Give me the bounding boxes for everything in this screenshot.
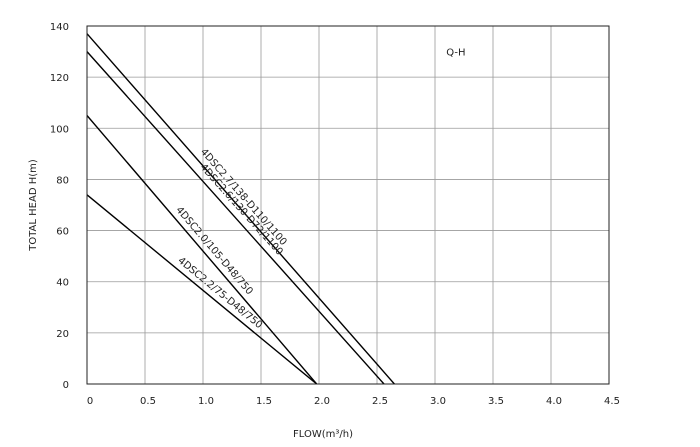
x-tick-label: 4.0 [546, 396, 562, 407]
series-line [86, 33, 395, 385]
x-tick-label: 1.0 [198, 396, 214, 407]
y-tick-label: 100 [50, 124, 69, 135]
y-tick-label: 140 [50, 22, 69, 33]
x-tick-label: 3.5 [488, 396, 504, 407]
qh-annotation: Q-H [446, 47, 465, 58]
series-line [86, 194, 318, 385]
y-tick-label: 60 [56, 227, 69, 238]
x-tick-label: 1.5 [256, 396, 272, 407]
series-line [86, 51, 385, 385]
y-tick-label: 40 [56, 278, 69, 289]
x-tick-label: 0.5 [140, 396, 156, 407]
x-axis-title: FLOW(m³/h) [293, 429, 353, 440]
plot-frame [86, 25, 610, 385]
series-labels: 4DSC2.7/138-D110/11004DSC2.6/130-D72/110… [173, 147, 288, 331]
y-tick-label: 80 [56, 175, 69, 186]
y-tick-label: 120 [50, 73, 69, 84]
x-tick-label: 4.5 [604, 396, 620, 407]
y-axis-title: TOTAL HEAD H(m) [28, 159, 39, 252]
series-label: 4DSC2.7/138-D110/1100 [198, 147, 289, 248]
series-lines [86, 33, 395, 385]
series-label: 4DSC2.2/75-D48/750 [176, 255, 265, 331]
x-tick-label: 3.0 [430, 396, 446, 407]
series-line [86, 115, 318, 385]
x-tick-labels: 0 0.5 1.0 1.5 2.0 2.5 3.0 3.5 4.0 4.5 [87, 396, 620, 407]
x-tick-label: 0 [87, 396, 93, 407]
y-tick-label: 0 [63, 380, 69, 391]
y-tick-labels: 0 20 40 60 80 100 120 140 [50, 22, 69, 391]
x-tick-label: 2.0 [314, 396, 330, 407]
x-tick-label: 2.5 [372, 396, 388, 407]
y-tick-label: 20 [56, 329, 69, 340]
